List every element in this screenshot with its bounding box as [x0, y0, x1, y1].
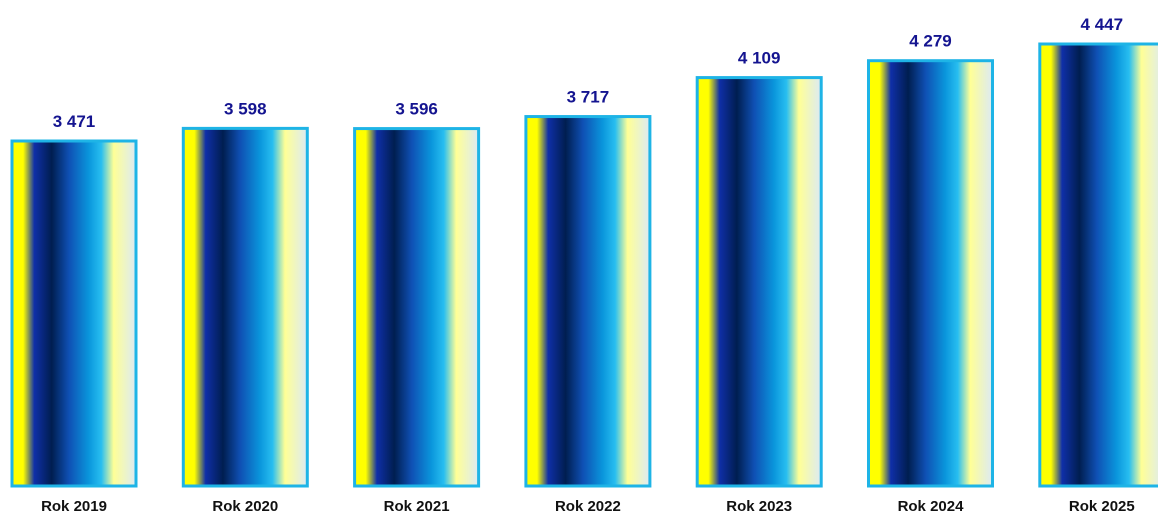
value-label: 4 447	[1081, 15, 1124, 34]
value-label: 3 471	[53, 112, 96, 131]
category-label: Rok 2023	[726, 498, 792, 515]
bar-rok-2024	[867, 59, 994, 488]
bar-rok-2019	[10, 139, 138, 488]
value-label: 3 717	[567, 88, 610, 107]
bar-rok-2021	[353, 127, 481, 488]
value-label: 4 109	[738, 49, 781, 68]
category-labels-layer: Rok 2019 Rok 2020 Rok 2021 Rok 2022 Rok 2023…	[41, 498, 1135, 515]
category-label: Rok 2020	[212, 498, 278, 515]
category-label: Rok 2024	[898, 498, 965, 515]
category-label: Rok 2025	[1069, 498, 1135, 515]
bar-rok-2020	[181, 126, 309, 488]
category-label: Rok 2021	[384, 498, 450, 515]
bar-rok-2025	[1038, 42, 1158, 488]
value-label: 4 279	[909, 32, 952, 51]
value-label: 3 598	[224, 99, 267, 118]
bar-rok-2022	[524, 115, 652, 488]
category-label: Rok 2019	[41, 498, 107, 515]
bars-layer	[10, 42, 1158, 488]
value-labels-layer: 3 471 3 598 3 596 3 717 4 109 4 279 4 447	[53, 15, 1123, 131]
category-label: Rok 2022	[555, 498, 621, 515]
bar-rok-2023	[695, 76, 823, 488]
value-label: 3 596	[395, 100, 438, 119]
